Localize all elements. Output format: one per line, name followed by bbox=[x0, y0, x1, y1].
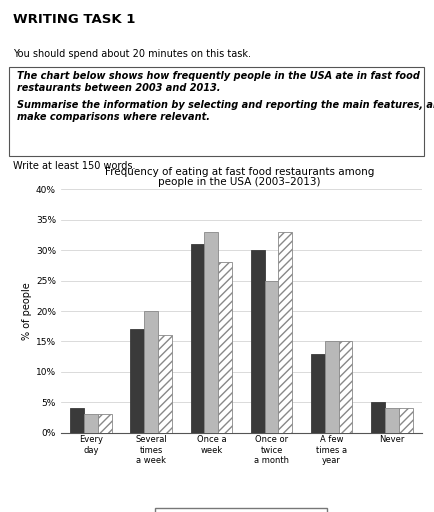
Bar bbox=[278, 232, 292, 433]
Bar bbox=[398, 409, 412, 433]
Bar bbox=[218, 262, 232, 433]
Text: restaurants between 2003 and 2013.: restaurants between 2003 and 2013. bbox=[17, 83, 220, 93]
Text: make comparisons where relevant.: make comparisons where relevant. bbox=[17, 112, 210, 122]
Bar bbox=[250, 250, 264, 433]
Text: The chart below shows how frequently people in the USA ate in fast food: The chart below shows how frequently peo… bbox=[17, 71, 419, 81]
Text: You should spend about 20 minutes on this task.: You should spend about 20 minutes on thi… bbox=[13, 49, 250, 59]
Bar bbox=[370, 402, 384, 433]
Bar bbox=[338, 342, 352, 433]
Bar bbox=[384, 409, 398, 433]
Bar bbox=[84, 414, 98, 433]
Text: Frequency of eating at fast food restaurants among: Frequency of eating at fast food restaur… bbox=[104, 166, 373, 177]
Bar bbox=[158, 335, 171, 433]
Y-axis label: % of people: % of people bbox=[22, 282, 32, 340]
Text: Write at least 150 words.: Write at least 150 words. bbox=[13, 161, 135, 172]
Text: Summarise the information by selecting and reporting the main features, and: Summarise the information by selecting a… bbox=[17, 100, 434, 110]
Bar bbox=[130, 329, 144, 433]
Text: WRITING TASK 1: WRITING TASK 1 bbox=[13, 13, 135, 26]
Bar bbox=[144, 311, 158, 433]
Bar bbox=[310, 354, 324, 433]
Text: people in the USA (2003–2013): people in the USA (2003–2013) bbox=[158, 177, 320, 187]
Bar bbox=[190, 244, 204, 433]
Bar bbox=[204, 232, 218, 433]
Bar bbox=[98, 414, 112, 433]
Bar bbox=[264, 281, 278, 433]
Bar bbox=[324, 342, 338, 433]
Bar bbox=[70, 409, 84, 433]
Legend: 2003, 2006, 2013: 2003, 2006, 2013 bbox=[155, 508, 327, 512]
